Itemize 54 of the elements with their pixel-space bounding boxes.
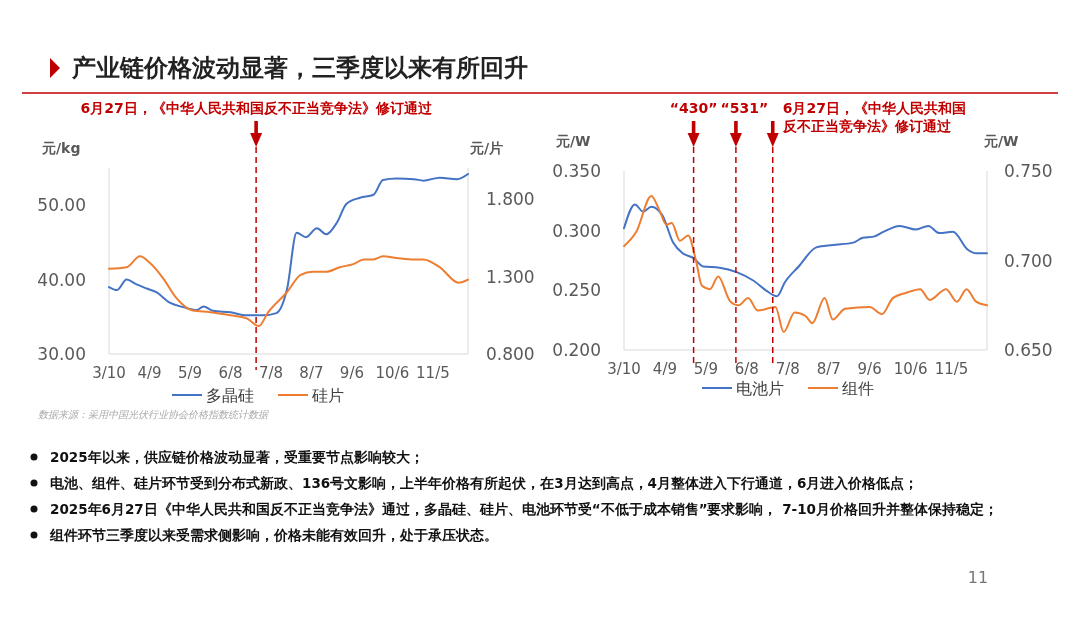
y-axis-title: 元/kg (41, 140, 81, 156)
x-tick-label: 3/10 (92, 364, 126, 382)
x-tick-label: 7/8 (775, 360, 800, 378)
text: 产业链价格波动显著，三季度以来有所回升 (71, 54, 528, 82)
y-tick-label: 40.00 (37, 269, 86, 290)
y2-tick-label: 0.800 (486, 344, 535, 364)
x-tick-label: 7/8 (258, 364, 284, 382)
text: 11 (967, 568, 989, 587)
legend-label: 电池片 (736, 379, 784, 398)
x-tick-label: 11/5 (934, 360, 969, 378)
text: 电池、组件、硅片环节受到分布式新政、136号文影响，上半年价格有所起伏，在3月达到高点，4月整体进入下行通道，6月进入价格低点； (50, 475, 919, 491)
y2-axis-title: 元/片 (469, 140, 504, 156)
y-tick-label: 30.00 (37, 344, 86, 364)
line-series (623, 203, 988, 298)
text: 组件环节三季度以来受需求侧影响，价格未能有效回升，处于承压状态。 (49, 527, 498, 543)
legend-label: 硅片 (311, 386, 344, 405)
ref-line-label: 6月27日，《中华人民共和国反不正当竞争法》修订通过 (80, 100, 433, 116)
line-series (108, 255, 469, 328)
y2-tick-label: 0.650 (1004, 340, 1053, 360)
y2-tick-label: 0.750 (1004, 161, 1053, 181)
x-tick-label: 6/8 (218, 364, 243, 382)
y-tick-label: 0.300 (552, 220, 601, 241)
ref-line-label: “430” (669, 100, 718, 116)
y-tick-label: 50.00 (37, 195, 86, 216)
x-tick-label: 4/9 (652, 360, 678, 378)
x-tick-label: 10/6 (893, 360, 928, 378)
x-tick-label: 5/9 (693, 360, 718, 378)
y2-axis-title: 元/W (983, 133, 1019, 149)
legend-label: 组件 (842, 379, 874, 398)
y-tick-label: 0.200 (552, 340, 601, 360)
x-tick-label: 8/7 (816, 360, 841, 378)
text: 2025年6月27日《中华人民共和国反不正当竞争法》通过，多晶硅、硅片、电池环节受“不低于成本销售”要求影响， 7-10月价格回升并整体保持稳定； (50, 501, 998, 517)
line-series (108, 172, 469, 317)
x-tick-label: 5/9 (177, 364, 203, 382)
text: 2025年以来，供应链价格波动显著，受重要节点影响较大； (50, 449, 424, 465)
y-tick-label: 0.350 (552, 161, 601, 181)
x-tick-label: 8/7 (299, 364, 324, 382)
y2-tick-label: 1.800 (486, 189, 535, 209)
source-note: 数据来源：采用中国光伏行业协会价格指数统计数据 (38, 409, 269, 420)
ref-line-label: “531” (720, 100, 769, 116)
ref-line-label: 6月27日，《中华人民共和国反不正当竞争法》修订通过 (781, 100, 966, 134)
x-tick-label: 3/10 (607, 360, 641, 378)
x-tick-label: 9/6 (339, 364, 364, 382)
y2-tick-label: 0.700 (1004, 250, 1053, 271)
x-tick-label: 6/8 (734, 360, 759, 378)
legend-label: 多晶硅 (206, 386, 254, 405)
x-tick-label: 10/6 (375, 364, 410, 382)
x-tick-label: 4/9 (137, 364, 162, 382)
y2-tick-label: 1.300 (486, 266, 535, 287)
x-tick-label: 9/6 (857, 360, 882, 378)
line-series (623, 195, 988, 334)
y-axis-title: 元/W (555, 133, 591, 149)
y-tick-label: 0.250 (552, 280, 601, 301)
x-tick-label: 11/5 (416, 364, 450, 382)
